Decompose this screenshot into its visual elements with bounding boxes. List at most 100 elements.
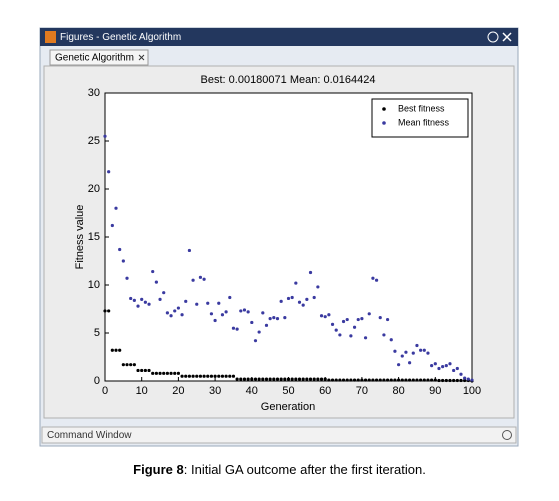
point — [448, 378, 452, 383]
point — [239, 309, 243, 313]
close-button[interactable] — [502, 32, 512, 42]
point — [220, 313, 225, 317]
tab[interactable] — [49, 49, 149, 66]
point — [433, 362, 437, 366]
point — [136, 304, 140, 308]
point — [187, 374, 192, 378]
y-tick-label: 10 — [88, 279, 100, 291]
point — [286, 377, 291, 381]
point — [114, 348, 118, 352]
point — [228, 374, 232, 378]
tab-close[interactable] — [138, 54, 145, 61]
point — [312, 377, 316, 381]
point — [308, 377, 313, 381]
point — [279, 377, 283, 381]
point — [279, 299, 283, 303]
x-tick-label: 40 — [246, 385, 258, 397]
point — [363, 336, 368, 340]
point — [452, 378, 456, 383]
x-tick-label: 90 — [429, 385, 441, 397]
point — [140, 297, 144, 301]
y-axis-label: Fitness value — [74, 205, 86, 270]
point — [352, 325, 357, 329]
point — [264, 377, 269, 381]
point — [283, 377, 287, 381]
point — [349, 334, 353, 338]
point — [341, 378, 346, 382]
point — [312, 295, 316, 300]
caption: Figure 8: Initial GA outcome after the f… — [0, 462, 559, 477]
point — [319, 377, 324, 381]
point — [334, 378, 338, 382]
point — [173, 309, 177, 313]
point — [162, 371, 166, 375]
point — [419, 348, 423, 352]
point — [184, 374, 188, 378]
point — [206, 301, 210, 305]
point — [363, 378, 368, 382]
point — [430, 378, 434, 382]
command-window-bar[interactable] — [41, 426, 517, 444]
point — [114, 206, 118, 210]
point — [261, 311, 265, 315]
x-tick-label: 0 — [102, 385, 108, 397]
x-tick-label: 20 — [172, 385, 184, 397]
point — [110, 348, 114, 352]
point — [224, 374, 228, 378]
tab-label: Genetic Algorithm — [55, 53, 134, 64]
point — [217, 374, 221, 378]
point — [341, 319, 346, 324]
point — [250, 320, 254, 325]
point — [162, 291, 166, 295]
point — [367, 378, 371, 382]
point — [422, 348, 426, 352]
command-window-button[interactable] — [502, 430, 512, 440]
point — [191, 374, 195, 378]
legend-box — [371, 98, 469, 138]
point — [165, 311, 169, 315]
point — [184, 299, 188, 303]
point — [393, 378, 397, 382]
point — [316, 377, 320, 381]
point — [319, 314, 324, 318]
point — [411, 351, 415, 355]
point — [257, 377, 261, 381]
point — [253, 377, 258, 381]
menu-button[interactable] — [487, 31, 499, 43]
point — [308, 270, 313, 275]
point — [389, 338, 393, 342]
point — [129, 296, 133, 301]
point — [195, 302, 199, 306]
point — [404, 350, 408, 354]
point — [129, 363, 133, 367]
point — [408, 361, 412, 365]
point — [290, 377, 294, 381]
point — [330, 378, 335, 382]
chart-title: Best: 0.00180071 Mean: 0.0164424 — [201, 74, 376, 86]
y-tick-label: 25 — [88, 135, 100, 147]
point — [433, 378, 437, 382]
command-window-label: Command Window — [47, 430, 132, 441]
point — [371, 378, 375, 382]
y-tick-label: 15 — [88, 231, 100, 243]
point — [275, 317, 280, 321]
point — [466, 377, 470, 381]
legend-label: Best fitness — [398, 103, 445, 113]
point — [327, 378, 331, 382]
point — [253, 339, 258, 343]
point — [290, 295, 294, 300]
point — [327, 313, 331, 317]
point — [411, 378, 415, 382]
point — [132, 363, 136, 367]
point — [378, 316, 382, 320]
point — [209, 312, 214, 316]
y-tick-label: 5 — [94, 327, 100, 339]
point — [393, 349, 397, 353]
point — [228, 295, 232, 300]
point — [268, 377, 272, 381]
point — [176, 371, 180, 375]
point — [125, 276, 129, 280]
point — [202, 374, 206, 378]
point — [338, 378, 342, 382]
point — [151, 371, 155, 375]
